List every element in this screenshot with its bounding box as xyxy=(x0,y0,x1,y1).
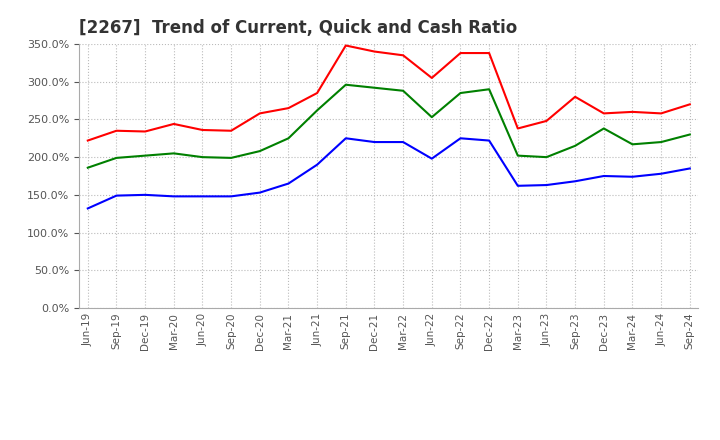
Quick Ratio xyxy=(485,87,493,92)
Cash Ratio xyxy=(227,194,235,199)
Current Ratio xyxy=(542,118,551,124)
Current Ratio xyxy=(256,111,264,116)
Current Ratio xyxy=(428,75,436,81)
Current Ratio xyxy=(341,43,350,48)
Cash Ratio xyxy=(456,136,465,141)
Cash Ratio xyxy=(112,193,121,198)
Cash Ratio xyxy=(600,173,608,179)
Cash Ratio xyxy=(513,183,522,188)
Cash Ratio xyxy=(370,139,379,145)
Quick Ratio xyxy=(112,155,121,161)
Quick Ratio xyxy=(198,154,207,160)
Line: Current Ratio: Current Ratio xyxy=(88,45,690,140)
Quick Ratio xyxy=(657,139,665,145)
Current Ratio xyxy=(456,51,465,56)
Cash Ratio xyxy=(284,181,293,186)
Current Ratio xyxy=(571,94,580,99)
Cash Ratio xyxy=(542,183,551,188)
Cash Ratio xyxy=(169,194,178,199)
Quick Ratio xyxy=(571,143,580,148)
Cash Ratio xyxy=(256,190,264,195)
Quick Ratio xyxy=(628,142,636,147)
Current Ratio xyxy=(198,127,207,132)
Current Ratio xyxy=(112,128,121,133)
Cash Ratio xyxy=(657,171,665,176)
Quick Ratio xyxy=(256,148,264,154)
Current Ratio xyxy=(657,111,665,116)
Quick Ratio xyxy=(84,165,92,170)
Quick Ratio xyxy=(513,153,522,158)
Current Ratio xyxy=(84,138,92,143)
Quick Ratio xyxy=(312,108,321,113)
Current Ratio xyxy=(312,90,321,95)
Cash Ratio xyxy=(428,156,436,161)
Cash Ratio xyxy=(571,179,580,184)
Current Ratio xyxy=(227,128,235,133)
Text: [2267]  Trend of Current, Quick and Cash Ratio: [2267] Trend of Current, Quick and Cash … xyxy=(79,19,518,37)
Cash Ratio xyxy=(485,138,493,143)
Cash Ratio xyxy=(312,162,321,167)
Current Ratio xyxy=(513,126,522,131)
Quick Ratio xyxy=(169,151,178,156)
Quick Ratio xyxy=(284,136,293,141)
Cash Ratio xyxy=(628,174,636,180)
Quick Ratio xyxy=(341,82,350,88)
Current Ratio xyxy=(628,109,636,114)
Cash Ratio xyxy=(84,206,92,211)
Cash Ratio xyxy=(141,192,150,198)
Current Ratio xyxy=(600,111,608,116)
Line: Quick Ratio: Quick Ratio xyxy=(88,85,690,168)
Cash Ratio xyxy=(399,139,408,145)
Quick Ratio xyxy=(370,85,379,90)
Quick Ratio xyxy=(399,88,408,93)
Quick Ratio xyxy=(685,132,694,137)
Quick Ratio xyxy=(456,90,465,95)
Quick Ratio xyxy=(428,114,436,120)
Quick Ratio xyxy=(141,153,150,158)
Current Ratio xyxy=(399,53,408,58)
Current Ratio xyxy=(485,51,493,56)
Current Ratio xyxy=(370,49,379,54)
Quick Ratio xyxy=(227,155,235,161)
Current Ratio xyxy=(169,121,178,127)
Cash Ratio xyxy=(685,166,694,171)
Current Ratio xyxy=(284,106,293,111)
Current Ratio xyxy=(685,102,694,107)
Cash Ratio xyxy=(341,136,350,141)
Line: Cash Ratio: Cash Ratio xyxy=(88,138,690,209)
Quick Ratio xyxy=(542,154,551,160)
Cash Ratio xyxy=(198,194,207,199)
Quick Ratio xyxy=(600,126,608,131)
Current Ratio xyxy=(141,129,150,134)
